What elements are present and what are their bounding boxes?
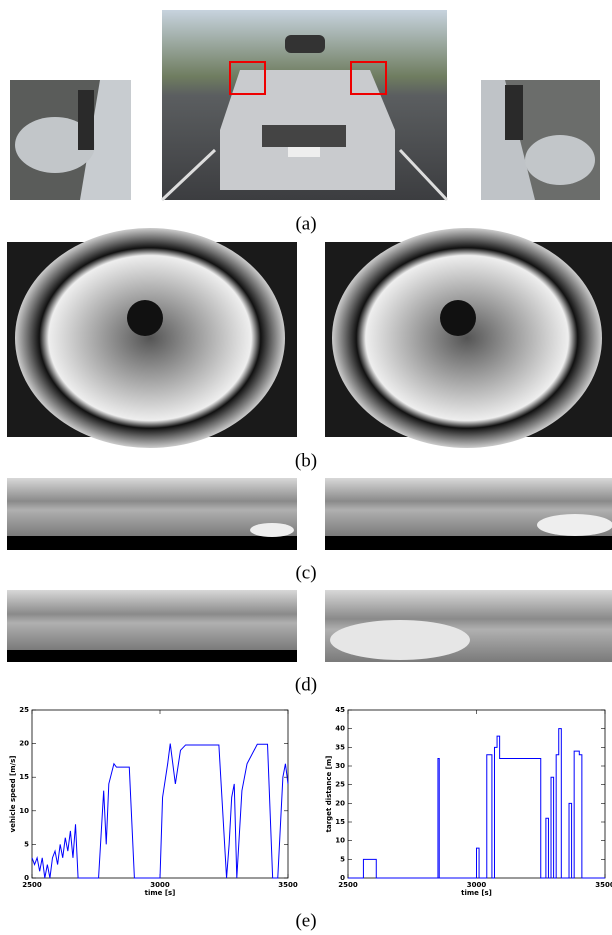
panel-label: (b) [295, 450, 317, 471]
x-tick-label: 3500 [595, 881, 612, 889]
x-axis-label: time [s] [145, 889, 176, 897]
photo-right-mirror [481, 80, 600, 200]
x-tick-label: 2500 [22, 881, 42, 889]
panel-label: (d) [295, 674, 317, 695]
x-tick-label: 3000 [150, 881, 170, 889]
y-tick-label: 25 [19, 706, 29, 714]
data-line [31, 743, 289, 879]
y-tick-label: 10 [19, 807, 29, 815]
chart: 0 5 10 15 20 25 2500 3000 3500 time [s] vehicle sp… [9, 706, 298, 897]
x-axis-label: time [s] [461, 889, 492, 897]
y-tick-label: 10 [335, 837, 345, 845]
x-tick-label: 3500 [278, 881, 298, 889]
y-tick-label: 15 [19, 773, 29, 781]
axes-box [31, 709, 289, 879]
y-tick-label: 0 [340, 874, 345, 882]
y-tick-label: 20 [19, 740, 29, 748]
y-tick-label: 25 [335, 781, 345, 789]
panel-label: (e) [295, 910, 316, 931]
data-line [348, 728, 605, 879]
y-tick-label: 30 [335, 762, 345, 770]
photo-fisheye-right [325, 228, 612, 448]
y-tick-label: 35 [335, 743, 345, 751]
chart: 0 5 10 15 20 25 30 35 40 45 2500 3000 3500 time [s] ta… [325, 706, 612, 897]
y-tick-label: 20 [335, 799, 345, 807]
y-tick-label: 5 [340, 855, 345, 863]
panel-label: (c) [295, 562, 316, 583]
photo-blur-right [325, 590, 612, 662]
y-tick-label: 5 [24, 840, 29, 848]
y-tick-label: 40 [335, 725, 345, 733]
y-tick-label: 0 [24, 874, 29, 882]
y-axis-label: vehicle speed [m/s] [9, 756, 17, 833]
photo-left-mirror [10, 80, 131, 200]
photo-road-left [7, 478, 297, 550]
photo-fisheye-left [7, 228, 297, 448]
y-tick-label: 15 [335, 818, 345, 826]
y-tick-label: 45 [335, 706, 345, 714]
x-tick-label: 3000 [467, 881, 487, 889]
y-axis-label: target distance [m] [325, 756, 333, 833]
x-tick-label: 2500 [338, 881, 358, 889]
panel-label: (a) [295, 213, 316, 234]
photo-car [160, 10, 449, 202]
photo-road-right [325, 478, 612, 550]
photo-blur-left [7, 590, 297, 662]
